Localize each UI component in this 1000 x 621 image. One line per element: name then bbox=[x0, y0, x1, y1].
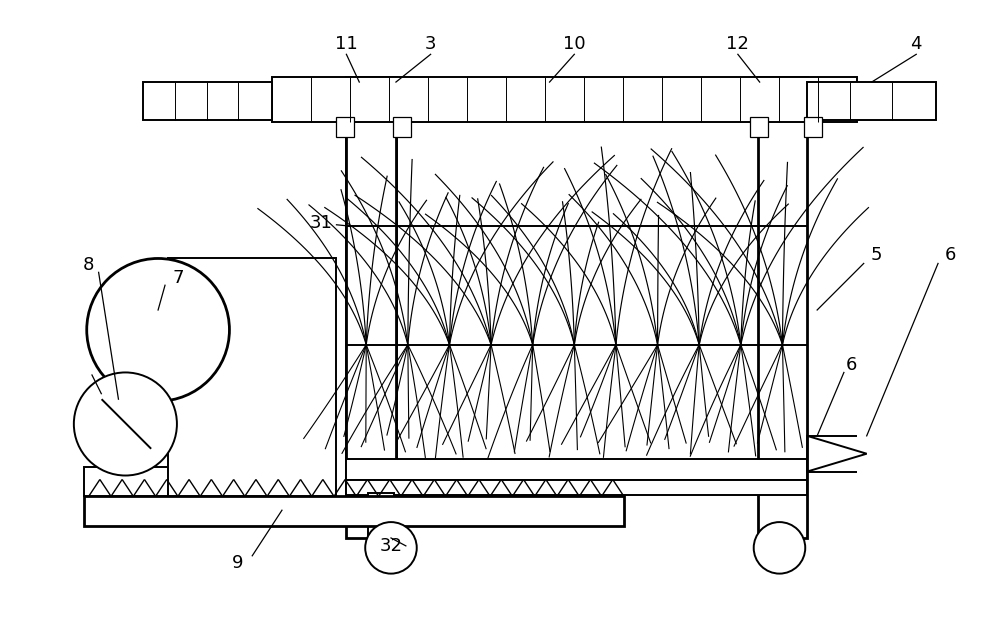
Text: 10: 10 bbox=[563, 35, 586, 53]
Circle shape bbox=[754, 522, 805, 574]
Bar bbox=[393, 117, 411, 137]
Bar bbox=[804, 117, 822, 137]
Circle shape bbox=[74, 373, 177, 476]
Bar bbox=[143, 82, 272, 120]
Text: 31: 31 bbox=[310, 214, 333, 232]
Text: 9: 9 bbox=[232, 554, 243, 572]
Circle shape bbox=[87, 258, 229, 401]
Text: 3: 3 bbox=[425, 35, 436, 53]
Text: 12: 12 bbox=[726, 35, 749, 53]
Bar bbox=[84, 466, 262, 496]
Bar bbox=[272, 77, 857, 122]
Text: 32: 32 bbox=[379, 537, 402, 555]
Bar bbox=[807, 82, 936, 120]
Bar bbox=[346, 481, 807, 496]
Bar bbox=[758, 77, 807, 538]
Text: 7: 7 bbox=[172, 270, 184, 288]
Text: 11: 11 bbox=[335, 35, 358, 53]
Circle shape bbox=[365, 522, 417, 574]
Bar bbox=[346, 77, 396, 508]
Bar bbox=[346, 77, 396, 538]
Text: 5: 5 bbox=[871, 247, 882, 265]
Bar bbox=[368, 493, 394, 558]
Bar bbox=[346, 459, 807, 481]
Text: 8: 8 bbox=[83, 256, 94, 274]
Text: 6: 6 bbox=[945, 247, 957, 265]
Bar bbox=[336, 117, 354, 137]
Bar bbox=[750, 117, 768, 137]
Text: 4: 4 bbox=[910, 35, 922, 53]
Text: 6: 6 bbox=[846, 355, 858, 373]
Bar bbox=[168, 258, 336, 496]
Bar bbox=[84, 496, 624, 526]
